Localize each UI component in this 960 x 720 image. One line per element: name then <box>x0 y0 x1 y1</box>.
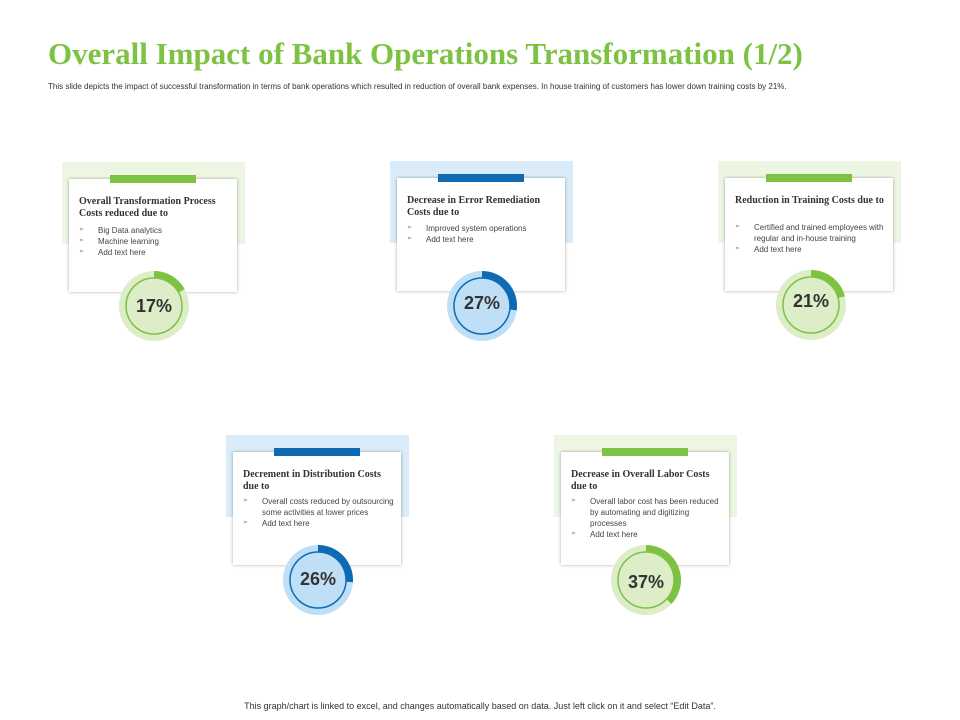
donut-chart: 26% <box>282 544 354 616</box>
card-box: Overall Transformation Process Costs red… <box>69 175 237 292</box>
card-bullet-list: ➣ Improved system operations ➣ Add text he… <box>407 223 559 245</box>
card-bullet-list: ➣ Big Data analytics ➣ Machine learning ➣ A… <box>79 225 231 258</box>
card-accent-bar <box>438 174 524 182</box>
card-accent-bar <box>274 448 360 456</box>
bullet-arrow-icon: ➣ <box>243 520 249 526</box>
card-accent-bar <box>766 174 852 182</box>
donut-chart: 21% <box>775 269 847 341</box>
donut-value-arc <box>318 545 353 583</box>
donut-value-arc <box>811 270 845 299</box>
bullet-arrow-icon: ➣ <box>407 236 413 242</box>
card-title: Decrease in Error Remediation Costs due … <box>407 195 541 218</box>
bullet-item: ➣ Big Data analytics <box>79 226 163 235</box>
bullet-arrow-icon: ➣ <box>571 531 577 537</box>
bullet-item: ➣ Add text here <box>79 248 146 257</box>
bullet-item: ➣ Improved system operations <box>407 224 527 233</box>
bullet-item: ➣ Add text here <box>735 245 802 254</box>
bullet-arrow-icon: ➣ <box>735 246 741 252</box>
donut-chart: 27% <box>446 270 518 342</box>
card-title: Overall Transformation Process Costs red… <box>79 196 216 219</box>
donut-value-label: 21% <box>792 291 830 311</box>
bullet-arrow-icon: ➣ <box>735 224 741 230</box>
bullet-arrow-icon: ➣ <box>79 249 85 255</box>
card-bullet-list: ➣ Certified and trained employees with re… <box>735 222 887 255</box>
donut-value-arc <box>154 271 185 293</box>
page-title: Overall Impact of Bank Operations Transf… <box>48 36 803 71</box>
donut-chart: 37% <box>610 544 682 616</box>
bullet-item: ➣ Machine learning <box>79 237 159 246</box>
donut-value-arc <box>646 545 681 604</box>
bullet-item: ➣ Add text here <box>407 235 474 244</box>
card-bullet-list: ➣ Overall labor cost has been reduced by … <box>571 496 723 540</box>
bullet-arrow-icon: ➣ <box>571 498 577 504</box>
donut-value-label: 26% <box>299 569 337 589</box>
donut-value-label: 37% <box>627 572 665 592</box>
donut-chart: 17% <box>118 270 190 342</box>
bullet-arrow-icon: ➣ <box>243 498 249 504</box>
card-box: Reduction in Training Costs due to ➣ Cert… <box>725 174 893 291</box>
card-title: Decrease in Overall Labor Costs due to <box>571 469 710 492</box>
donut-value-label: 27% <box>463 293 501 313</box>
bullet-arrow-icon: ➣ <box>79 238 85 244</box>
bullet-arrow-icon: ➣ <box>407 225 413 231</box>
card-title: Reduction in Training Costs due to <box>735 195 884 206</box>
bullet-item: ➣ Add text here <box>243 519 310 528</box>
bullet-item: ➣ Certified and trained employees with re… <box>735 223 884 243</box>
footer-note: This graph/chart is linked to excel, and… <box>244 701 716 711</box>
bullet-arrow-icon: ➣ <box>79 227 85 233</box>
page-subtitle: This slide depicts the impact of success… <box>48 82 787 91</box>
donut-value-arc <box>482 271 517 311</box>
card-accent-bar <box>602 448 688 456</box>
bullet-item: ➣ Overall costs reduced by outsourcing so… <box>243 497 394 517</box>
card-accent-bar <box>110 175 196 183</box>
card-title: Decrement in Distribution Costs due to <box>243 469 381 492</box>
donut-value-label: 17% <box>135 296 173 316</box>
bullet-item: ➣ Add text here <box>571 530 638 539</box>
card-bullet-list: ➣ Overall costs reduced by outsourcing so… <box>243 496 395 529</box>
bullet-item: ➣ Overall labor cost has been reduced by … <box>571 497 719 528</box>
